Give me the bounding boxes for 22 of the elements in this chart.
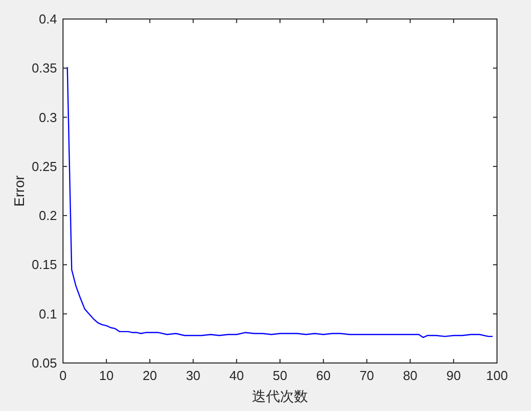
x-tick-label: 40 — [229, 368, 244, 383]
y-tick-label: 0.35 — [32, 60, 57, 76]
line-series — [66, 66, 494, 338]
y-tick-label: 0.1 — [38, 306, 57, 322]
x-tick-label: 30 — [186, 368, 200, 383]
y-tick-label: 0.15 — [32, 257, 57, 272]
x-tick-label: 70 — [360, 368, 374, 383]
y-tick-label: 0.25 — [32, 158, 57, 174]
x-tick-label: 100 — [486, 368, 508, 383]
x-axis-title: 迭代次数 — [252, 388, 308, 404]
y-tick-label: 0.3 — [38, 110, 57, 125]
x-tick-label: 0 — [59, 368, 67, 383]
x-tick-label: 10 — [99, 368, 114, 383]
x-tick-label: 50 — [272, 368, 288, 383]
y-tick-label: 0.05 — [32, 356, 57, 370]
y-tick-label: 0.4 — [38, 12, 57, 26]
y-tick-label: 0.2 — [38, 208, 57, 224]
x-tick-label: 60 — [316, 368, 331, 383]
y-axis-title: Error — [11, 175, 27, 207]
x-tick-label: 80 — [402, 368, 418, 383]
x-tick-label: 90 — [446, 368, 461, 383]
x-tick-label: 20 — [142, 368, 158, 383]
